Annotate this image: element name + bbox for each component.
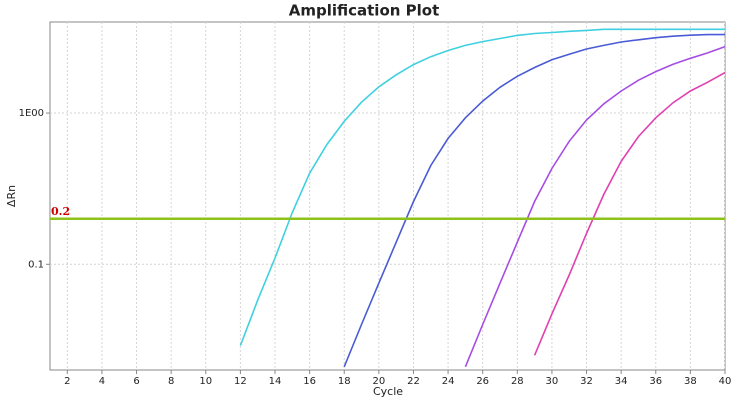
x-tick-label: 18 <box>338 376 351 387</box>
x-tick-label: 14 <box>269 376 282 387</box>
x-tick-label: 38 <box>684 376 697 387</box>
x-tick-label: 16 <box>303 376 316 387</box>
x-tick-label: 6 <box>133 376 139 387</box>
x-tick-label: 22 <box>407 376 420 387</box>
x-tick-label: 20 <box>372 376 385 387</box>
y-axis-label: ΔRn <box>5 185 18 207</box>
amplification-curve <box>239 28 725 346</box>
plot-layer <box>50 22 725 370</box>
x-tick-label: 36 <box>649 376 662 387</box>
plot-area <box>49 21 726 371</box>
threshold-label: 0.2 <box>51 205 70 218</box>
x-tick-label: 28 <box>511 376 524 387</box>
y-tick-label: 1E00 <box>19 108 44 119</box>
chart-title: Amplification Plot <box>289 2 440 20</box>
x-tick-label: 24 <box>442 376 455 387</box>
amplification-curve <box>343 33 725 368</box>
x-tick-label: 32 <box>580 376 593 387</box>
x-tick-label: 10 <box>199 376 212 387</box>
x-tick-label: 30 <box>546 376 559 387</box>
x-tick-label: 8 <box>168 376 174 387</box>
x-tick-label: 26 <box>476 376 489 387</box>
x-tick-label: 40 <box>719 376 732 387</box>
amplification-curve <box>533 71 725 356</box>
y-tick-label: 0.1 <box>28 259 44 270</box>
x-tick-label: 12 <box>234 376 247 387</box>
x-axis-label: Cycle <box>373 385 403 398</box>
x-tick-label: 4 <box>99 376 105 387</box>
x-tick-label: 34 <box>615 376 628 387</box>
amplification-curve <box>464 45 725 368</box>
x-tick-label: 2 <box>64 376 70 387</box>
